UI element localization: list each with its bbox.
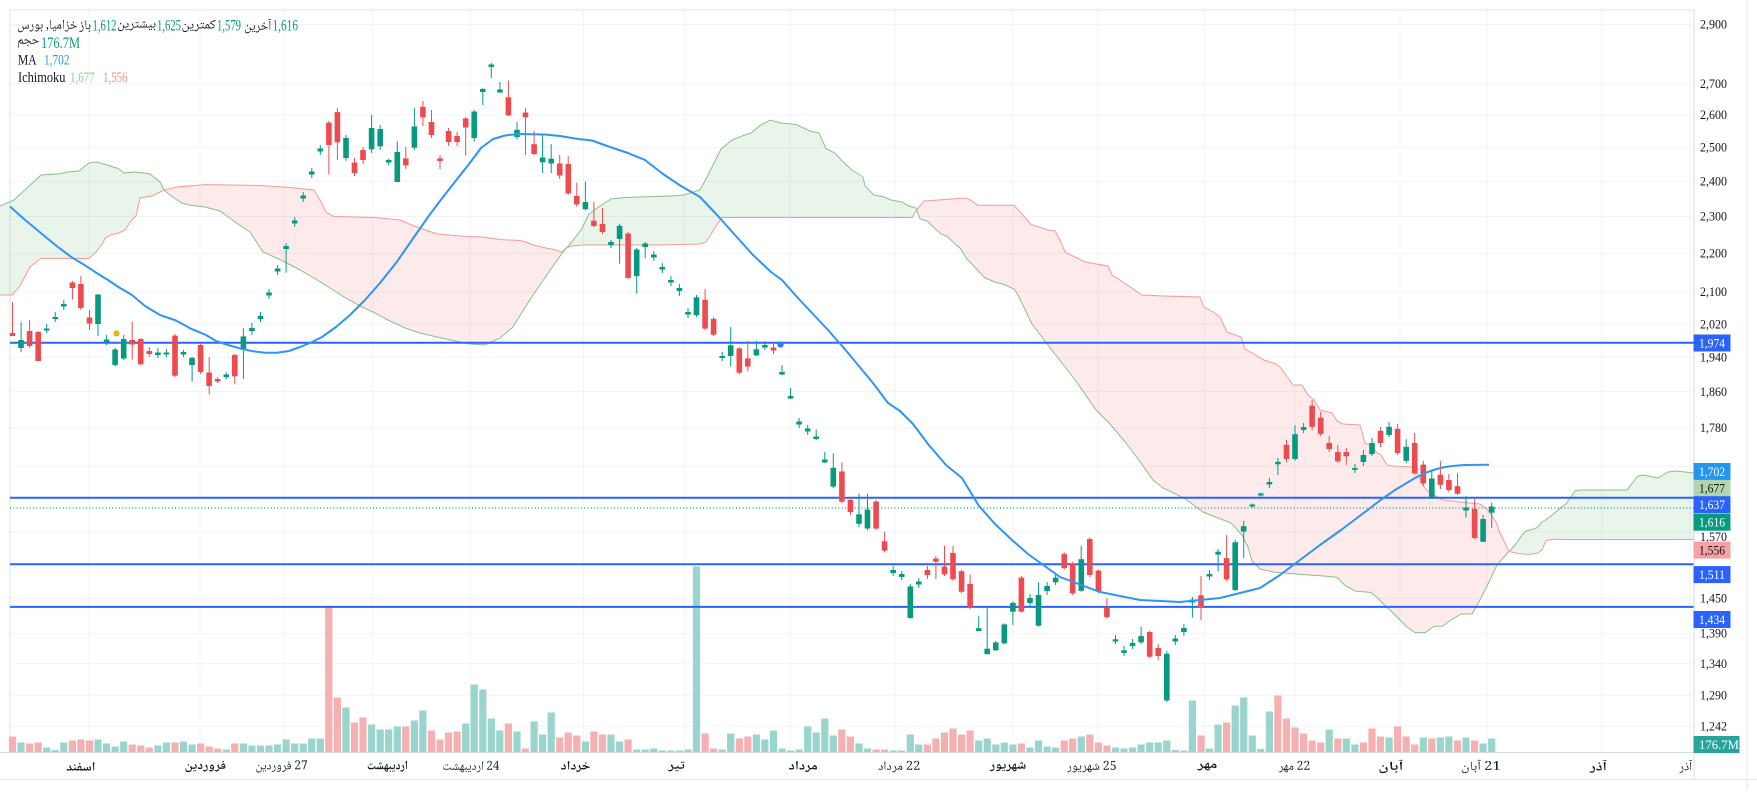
svg-text:1,612: 1,612 [93,17,117,34]
svg-text:1,579: 1,579 [217,17,241,34]
svg-text:1,677: 1,677 [1699,482,1725,496]
svg-text:176.7M: 176.7M [1699,738,1739,752]
svg-text:1,780: 1,780 [1700,421,1727,435]
svg-text:1,290: 1,290 [1700,689,1727,703]
svg-text:MA: MA [18,52,37,68]
svg-text:1,702: 1,702 [44,52,70,68]
svg-text:1,434: 1,434 [1699,613,1726,627]
svg-text:1,242: 1,242 [1700,720,1727,734]
svg-text:2,100: 2,100 [1700,285,1727,299]
svg-text:2,020: 2,020 [1700,317,1727,331]
svg-text:2,300: 2,300 [1700,210,1727,224]
svg-text:1,616: 1,616 [1699,516,1725,530]
svg-text:2,500: 2,500 [1700,141,1727,155]
svg-text:1,974: 1,974 [1699,336,1726,350]
svg-text:1,556: 1,556 [103,70,128,86]
svg-text:2,900: 2,900 [1700,18,1727,32]
svg-text:Ichimoku: Ichimoku [18,70,65,86]
svg-text:2,600: 2,600 [1700,108,1727,122]
svg-text:2,200: 2,200 [1700,247,1727,261]
svg-text:1,860: 1,860 [1700,385,1727,399]
svg-text:1,637: 1,637 [1699,498,1725,512]
svg-text:2,400: 2,400 [1700,174,1727,188]
svg-text:1,570: 1,570 [1700,530,1727,544]
svg-text:1,940: 1,940 [1700,350,1727,364]
svg-text:1,511: 1,511 [1699,568,1725,582]
svg-text:1,677: 1,677 [70,70,95,86]
svg-text:1,450: 1,450 [1700,592,1727,606]
svg-text:1,625: 1,625 [157,17,181,34]
svg-text:2,700: 2,700 [1700,77,1727,91]
svg-text:1,556: 1,556 [1699,543,1725,557]
svg-text:1,702: 1,702 [1699,465,1725,479]
svg-text:1,616: 1,616 [273,17,299,34]
svg-text:176.7M: 176.7M [41,35,80,52]
svg-text:1,340: 1,340 [1700,657,1727,671]
svg-text:1,390: 1,390 [1700,627,1727,641]
